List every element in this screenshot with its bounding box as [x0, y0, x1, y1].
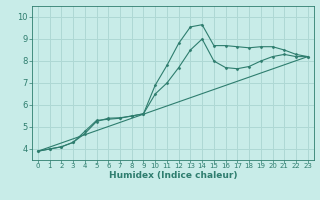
X-axis label: Humidex (Indice chaleur): Humidex (Indice chaleur) [108, 171, 237, 180]
